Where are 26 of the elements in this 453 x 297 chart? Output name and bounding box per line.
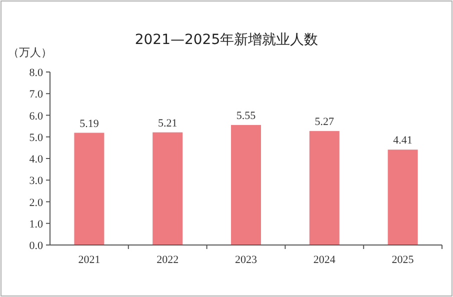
- data-label: 5.27: [314, 116, 335, 128]
- y-tick-label: 2.0: [29, 196, 44, 209]
- bar: [388, 150, 418, 245]
- x-tick-label: 2024: [313, 254, 336, 266]
- x-tick-label: 2021: [78, 254, 100, 266]
- data-label: 5.19: [80, 118, 100, 130]
- y-tick-label: 4.0: [29, 154, 44, 166]
- bar: [309, 131, 340, 245]
- bar: [231, 124, 261, 245]
- y-tick-label: 5.0: [29, 132, 44, 144]
- chart-title: 2021—2025年新增就业人数: [134, 32, 318, 48]
- bar: [152, 132, 183, 245]
- y-tick-label: 7.0: [29, 88, 44, 101]
- bar: [74, 132, 104, 245]
- y-axis-title: （万人）: [8, 46, 52, 59]
- data-label: 4.41: [393, 134, 412, 147]
- y-tick-label: 6.0: [29, 110, 44, 122]
- x-tick-label: 2022: [156, 254, 179, 266]
- x-tick-label: 2025: [392, 254, 414, 266]
- y-tick-label: 3.0: [29, 175, 44, 188]
- y-tick-label: 1.0: [29, 218, 44, 230]
- y-tick-label: 0.0: [29, 240, 44, 252]
- data-label: 5.55: [236, 110, 256, 122]
- y-tick-label: 8.0: [29, 67, 44, 79]
- x-tick-label: 2023: [235, 254, 258, 266]
- data-label: 5.21: [158, 117, 178, 130]
